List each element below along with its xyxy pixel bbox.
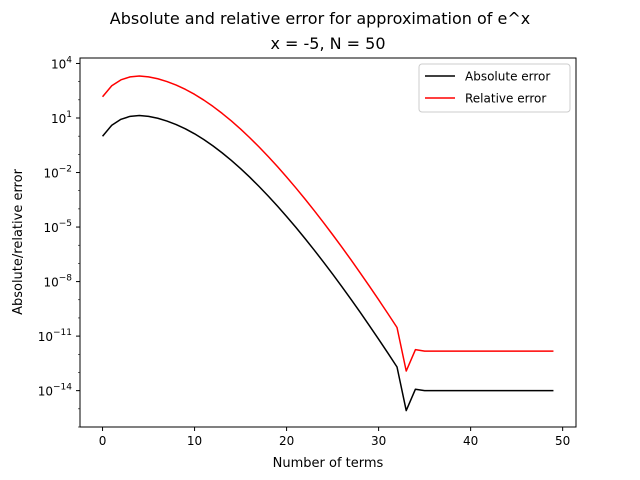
x-axis-label: Number of terms (273, 456, 384, 471)
x-axis: 0 10 20 30 40 50 (99, 427, 570, 448)
x-tick-label: 30 (371, 434, 386, 448)
y-tick-label: 104 (51, 55, 72, 71)
y-tick-label: 10−2 (43, 165, 72, 181)
x-tick-label: 40 (463, 434, 478, 448)
legend-label-1: Absolute error (465, 70, 550, 84)
x-tick-label: 10 (187, 434, 202, 448)
y-axis-label: Absolute/relative error (11, 168, 26, 314)
y-tick-label: 10−14 (38, 383, 73, 399)
plot-area (79, 57, 577, 428)
legend-label-2: Relative error (465, 92, 546, 106)
y-tick-label: 10−5 (43, 219, 72, 235)
lines-layer (101, 75, 554, 412)
chart-title: Absolute and relative error for approxim… (110, 9, 530, 28)
plot-frame (79, 57, 577, 428)
y-axis: 104 101 10−2 10−5 10−8 10−11 10−14 (38, 55, 80, 428)
legend-box (418, 63, 571, 113)
y-tick-label: 101 (51, 110, 72, 126)
series-line-2 (101, 75, 554, 372)
x-tick-label: 0 (99, 434, 107, 448)
chart-subtitle: x = -5, N = 50 (270, 34, 385, 53)
legend: Absolute error Relative error (418, 63, 571, 113)
series-line-1 (101, 114, 554, 412)
x-tick-label: 20 (279, 434, 294, 448)
x-tick-label: 50 (555, 434, 570, 448)
y-tick-label: 10−8 (43, 274, 72, 290)
y-tick-label: 10−11 (38, 328, 72, 344)
